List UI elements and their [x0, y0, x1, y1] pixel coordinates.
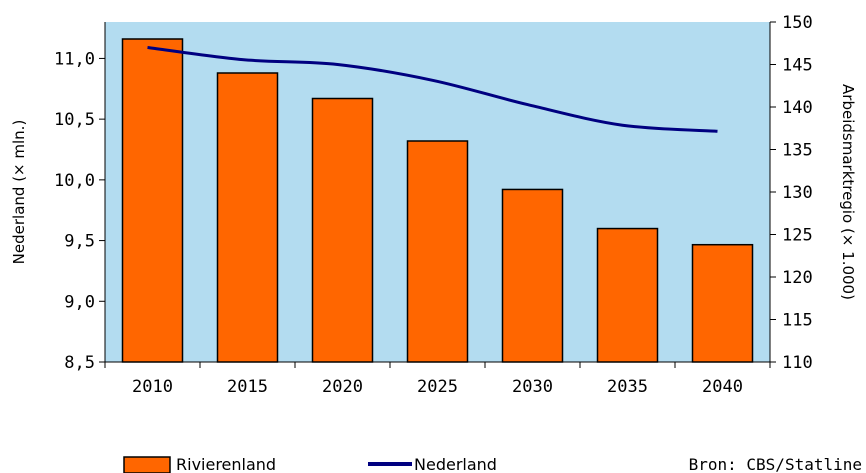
- right-tick-label: 135: [782, 141, 813, 161]
- right-tick-label: 120: [782, 268, 813, 288]
- bar-rivierenland-2010: [121, 38, 184, 363]
- x-tick-label: 2020: [322, 377, 363, 397]
- right-tick-label: 145: [782, 56, 813, 76]
- x-tick-label: 2030: [512, 377, 553, 397]
- right-tick-label: 115: [782, 311, 813, 331]
- legend-label-nederland: Nederland: [414, 455, 497, 473]
- bar-rivierenland-2025: [406, 140, 469, 363]
- x-tick-label: 2015: [227, 377, 268, 397]
- right-tick-label: 150: [782, 13, 813, 33]
- nederland-line: [147, 46, 718, 133]
- x-tick-label: 2010: [132, 377, 173, 397]
- source-note: Bron: CBS/Statline: [689, 455, 862, 473]
- x-tick-label: 2040: [702, 377, 743, 397]
- bar-rivierenland-2040: [691, 243, 754, 363]
- right-tick-label: 110: [782, 353, 813, 373]
- left-tick-label: 10,5: [54, 110, 95, 130]
- legend-label-rivierenland: Rivierenland: [176, 455, 276, 473]
- right-tick-label: 130: [782, 183, 813, 203]
- left-tick-label: 9,0: [64, 292, 95, 312]
- right-tick-label: 125: [782, 226, 813, 246]
- x-tick-label: 2025: [417, 377, 458, 397]
- left-tick-label: 8,5: [64, 353, 95, 373]
- left-tick-label: 9,5: [64, 232, 95, 252]
- x-tick-label: 2035: [607, 377, 648, 397]
- bar-rivierenland-2020: [311, 97, 374, 363]
- bar-rivierenland-2015: [216, 72, 279, 363]
- legend-swatch-rivierenland: [123, 456, 171, 473]
- left-axis-title: Nederland (× mln.): [10, 120, 28, 265]
- left-tick-label: 11,0: [54, 49, 95, 69]
- left-tick-label: 10,0: [54, 171, 95, 191]
- bar-rivierenland-2030: [501, 188, 564, 363]
- right-tick-label: 140: [782, 98, 813, 118]
- bar-rivierenland-2035: [596, 227, 659, 363]
- right-axis-title: Arbeidsmarktregio (× 1.000): [839, 84, 857, 300]
